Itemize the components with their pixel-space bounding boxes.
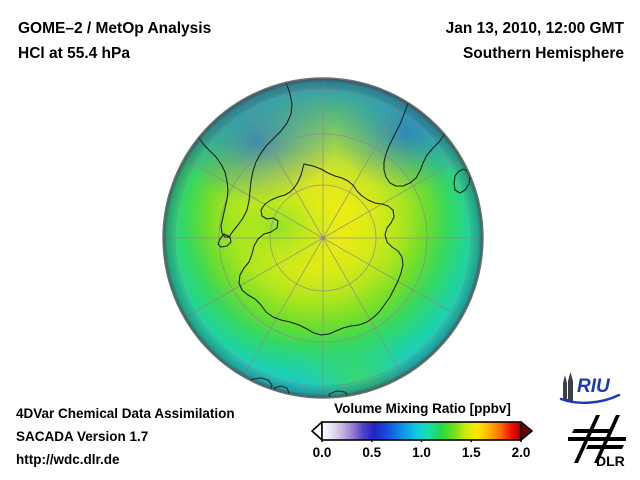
colorbar-title: Volume Mixing Ratio [ppbv] (334, 401, 511, 416)
dlr-logo-svg: DLR (568, 415, 626, 469)
colorbar-tick-label: 0.5 (362, 445, 382, 460)
colorbar-tick-label: 1.5 (461, 445, 481, 460)
colorbar-over-range-arrow (520, 421, 533, 441)
colorbar-row (305, 420, 540, 445)
riu-logo: RIU (557, 371, 637, 405)
url-label[interactable]: http://wdc.dlr.de (16, 452, 120, 467)
timestamp-label: Jan 13, 2010, 12:00 GMT (445, 20, 624, 37)
colorbar-tick-label: 1.0 (412, 445, 431, 460)
method-label: 4DVar Chemical Data Assimilation (16, 406, 235, 421)
colorbar-tick-label: 2.0 (511, 445, 531, 460)
globe-outline (162, 77, 484, 399)
colorbar-svg (311, 421, 533, 445)
colorbar-under-range-arrow (311, 421, 323, 441)
orthographic-projection-svg (162, 77, 484, 399)
globe-map (161, 76, 485, 400)
riu-swoosh-icon (559, 393, 621, 404)
dlr-mark-icon (568, 415, 626, 463)
colorbar-tick-label: 0.0 (312, 445, 332, 460)
version-label: SACADA Version 1.7 (16, 429, 149, 444)
footer-credits-block: 4DVar Chemical Data Assimilation SACADA … (16, 402, 235, 471)
species-level-label: HCl at 55.4 hPa (18, 45, 130, 62)
dlr-wordmark: DLR (596, 453, 625, 469)
hemisphere-label: Southern Hemisphere (462, 45, 624, 62)
instrument-title: GOME–2 / MetOp Analysis (18, 20, 212, 37)
colorbar-block: Volume Mixing Ratio [ppbv] 0.0 0.5 1.0 1.5 2… (305, 401, 540, 465)
colorbar-tick-labels: 0.0 0.5 1.0 1.5 2.0 (305, 445, 540, 465)
riu-wordmark: RIU (577, 376, 611, 397)
riu-logo-svg: RIU (559, 372, 621, 404)
coastline-africa-north-fragment (450, 101, 470, 120)
header-left-block: GOME–2 / MetOp Analysis HCl at 55.4 hPa (18, 16, 211, 66)
header-right-block: Jan 13, 2010, 12:00 GMT Southern Hemisph… (446, 16, 624, 66)
cathedral-towers-icon (563, 372, 573, 401)
dlr-logo: DLR (566, 411, 634, 469)
colorbar-gradient-bar (321, 421, 522, 441)
limb-shading (163, 78, 483, 398)
